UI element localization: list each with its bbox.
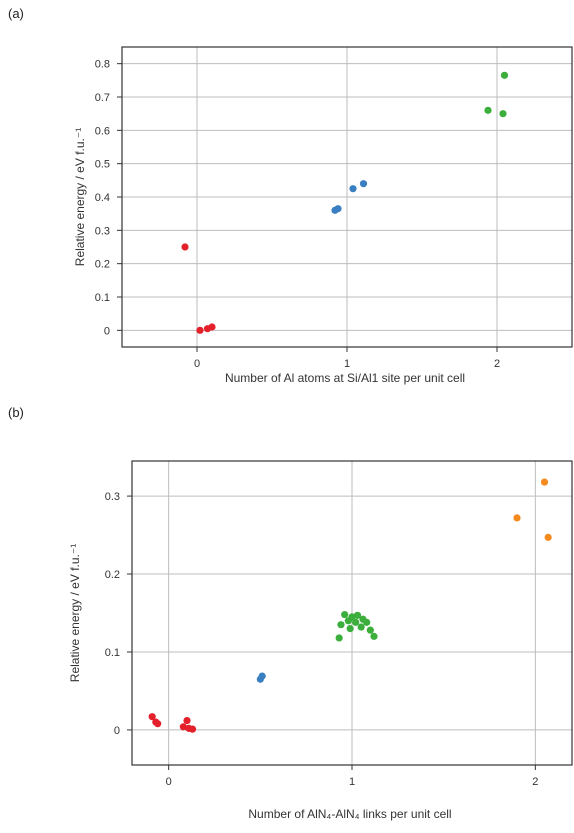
x-tick-label: 0 bbox=[166, 776, 172, 788]
data-point-series-3 bbox=[341, 610, 349, 619]
y-tick-label: 0.3 bbox=[105, 491, 120, 503]
data-point-series-4 bbox=[513, 514, 521, 522]
y-tick-label: 0.3 bbox=[95, 225, 110, 237]
data-point-series-3 bbox=[337, 621, 345, 629]
data-point-series-3 bbox=[353, 611, 362, 619]
y-tick-label: 0 bbox=[114, 725, 120, 737]
data-point-series-1 bbox=[181, 243, 189, 251]
x-axis-label: Number of AlN₄-AlN₄ links per unit cell bbox=[248, 807, 451, 821]
data-point-series-3 bbox=[484, 106, 492, 114]
y-tick-label: 0.4 bbox=[95, 192, 110, 204]
x-tick-label: 2 bbox=[494, 358, 500, 370]
data-point-series-1 bbox=[179, 723, 187, 731]
x-tick-label: 1 bbox=[344, 358, 350, 370]
data-point-series-1 bbox=[208, 323, 216, 331]
y-axis-label: Relative energy / eV f.u.⁻¹ bbox=[73, 128, 87, 266]
data-point-series-3 bbox=[366, 626, 374, 634]
data-point-series-2 bbox=[334, 205, 342, 213]
data-point-series-1 bbox=[148, 713, 156, 721]
data-point-series-1 bbox=[196, 326, 204, 334]
chart-panel-a: (a) 0 0.1 0.2 0.3 0.4 0.5 0.6 0.7 0.8 0 1 2 Number of… bbox=[8, 6, 573, 385]
data-point-series-4 bbox=[544, 533, 552, 541]
y-axis-label: Relative energy / eV f.u.⁻¹ bbox=[68, 544, 82, 682]
y-tick-label: 0.7 bbox=[95, 92, 110, 104]
data-point-series-4 bbox=[540, 478, 549, 486]
data-point-series-3 bbox=[357, 623, 365, 631]
data-point-series-1 bbox=[154, 720, 162, 728]
panel-label: (b) bbox=[8, 405, 24, 420]
data-point-series-3 bbox=[499, 110, 507, 118]
data-point-series-1 bbox=[188, 725, 197, 733]
y-tick-label: 0.2 bbox=[95, 259, 110, 271]
panel-label: (a) bbox=[8, 6, 24, 21]
x-tick-label: 0 bbox=[194, 358, 200, 370]
y-tick-label: 0.2 bbox=[105, 569, 120, 581]
data-point-series-2 bbox=[349, 185, 357, 193]
y-tick-label: 0.5 bbox=[95, 159, 110, 171]
x-axis-label: Number of Al atoms at Si/Al1 site per un… bbox=[225, 371, 465, 385]
y-tick-label: 0 bbox=[104, 325, 110, 337]
x-tick-label: 1 bbox=[349, 776, 355, 788]
data-point-series-3 bbox=[335, 634, 343, 642]
data-point-series-1 bbox=[183, 716, 191, 725]
data-point-series-3 bbox=[363, 618, 371, 626]
x-tick-label: 2 bbox=[532, 776, 538, 788]
data-point-series-3 bbox=[370, 632, 378, 640]
y-tick-label: 0.1 bbox=[105, 647, 120, 659]
data-point-series-2 bbox=[258, 672, 266, 680]
y-tick-label: 0.1 bbox=[95, 292, 110, 304]
y-tick-label: 0.8 bbox=[95, 59, 110, 71]
data-point-series-3 bbox=[348, 613, 356, 621]
y-tick-label: 0.6 bbox=[95, 125, 110, 137]
data-point-series-2 bbox=[359, 180, 368, 188]
data-point-series-3 bbox=[352, 618, 360, 626]
data-point-series-3 bbox=[500, 71, 509, 79]
chart-panel-b: (b) 0 0.1 0.2 0.3 0 1 2 Number of AlN₄-AlN₄ link… bbox=[8, 405, 573, 821]
data-point-series-3 bbox=[346, 624, 354, 633]
